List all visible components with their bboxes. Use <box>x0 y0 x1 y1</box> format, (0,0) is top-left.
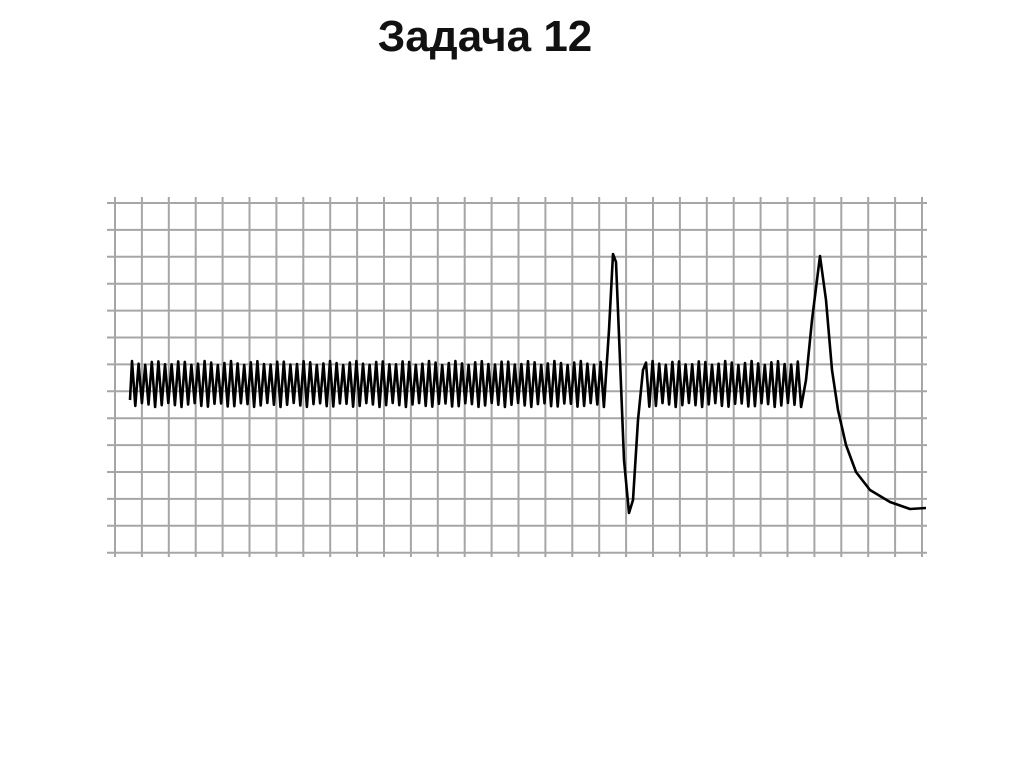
slide-title: Задача 12 <box>377 12 593 61</box>
ecg-trace <box>128 252 927 515</box>
